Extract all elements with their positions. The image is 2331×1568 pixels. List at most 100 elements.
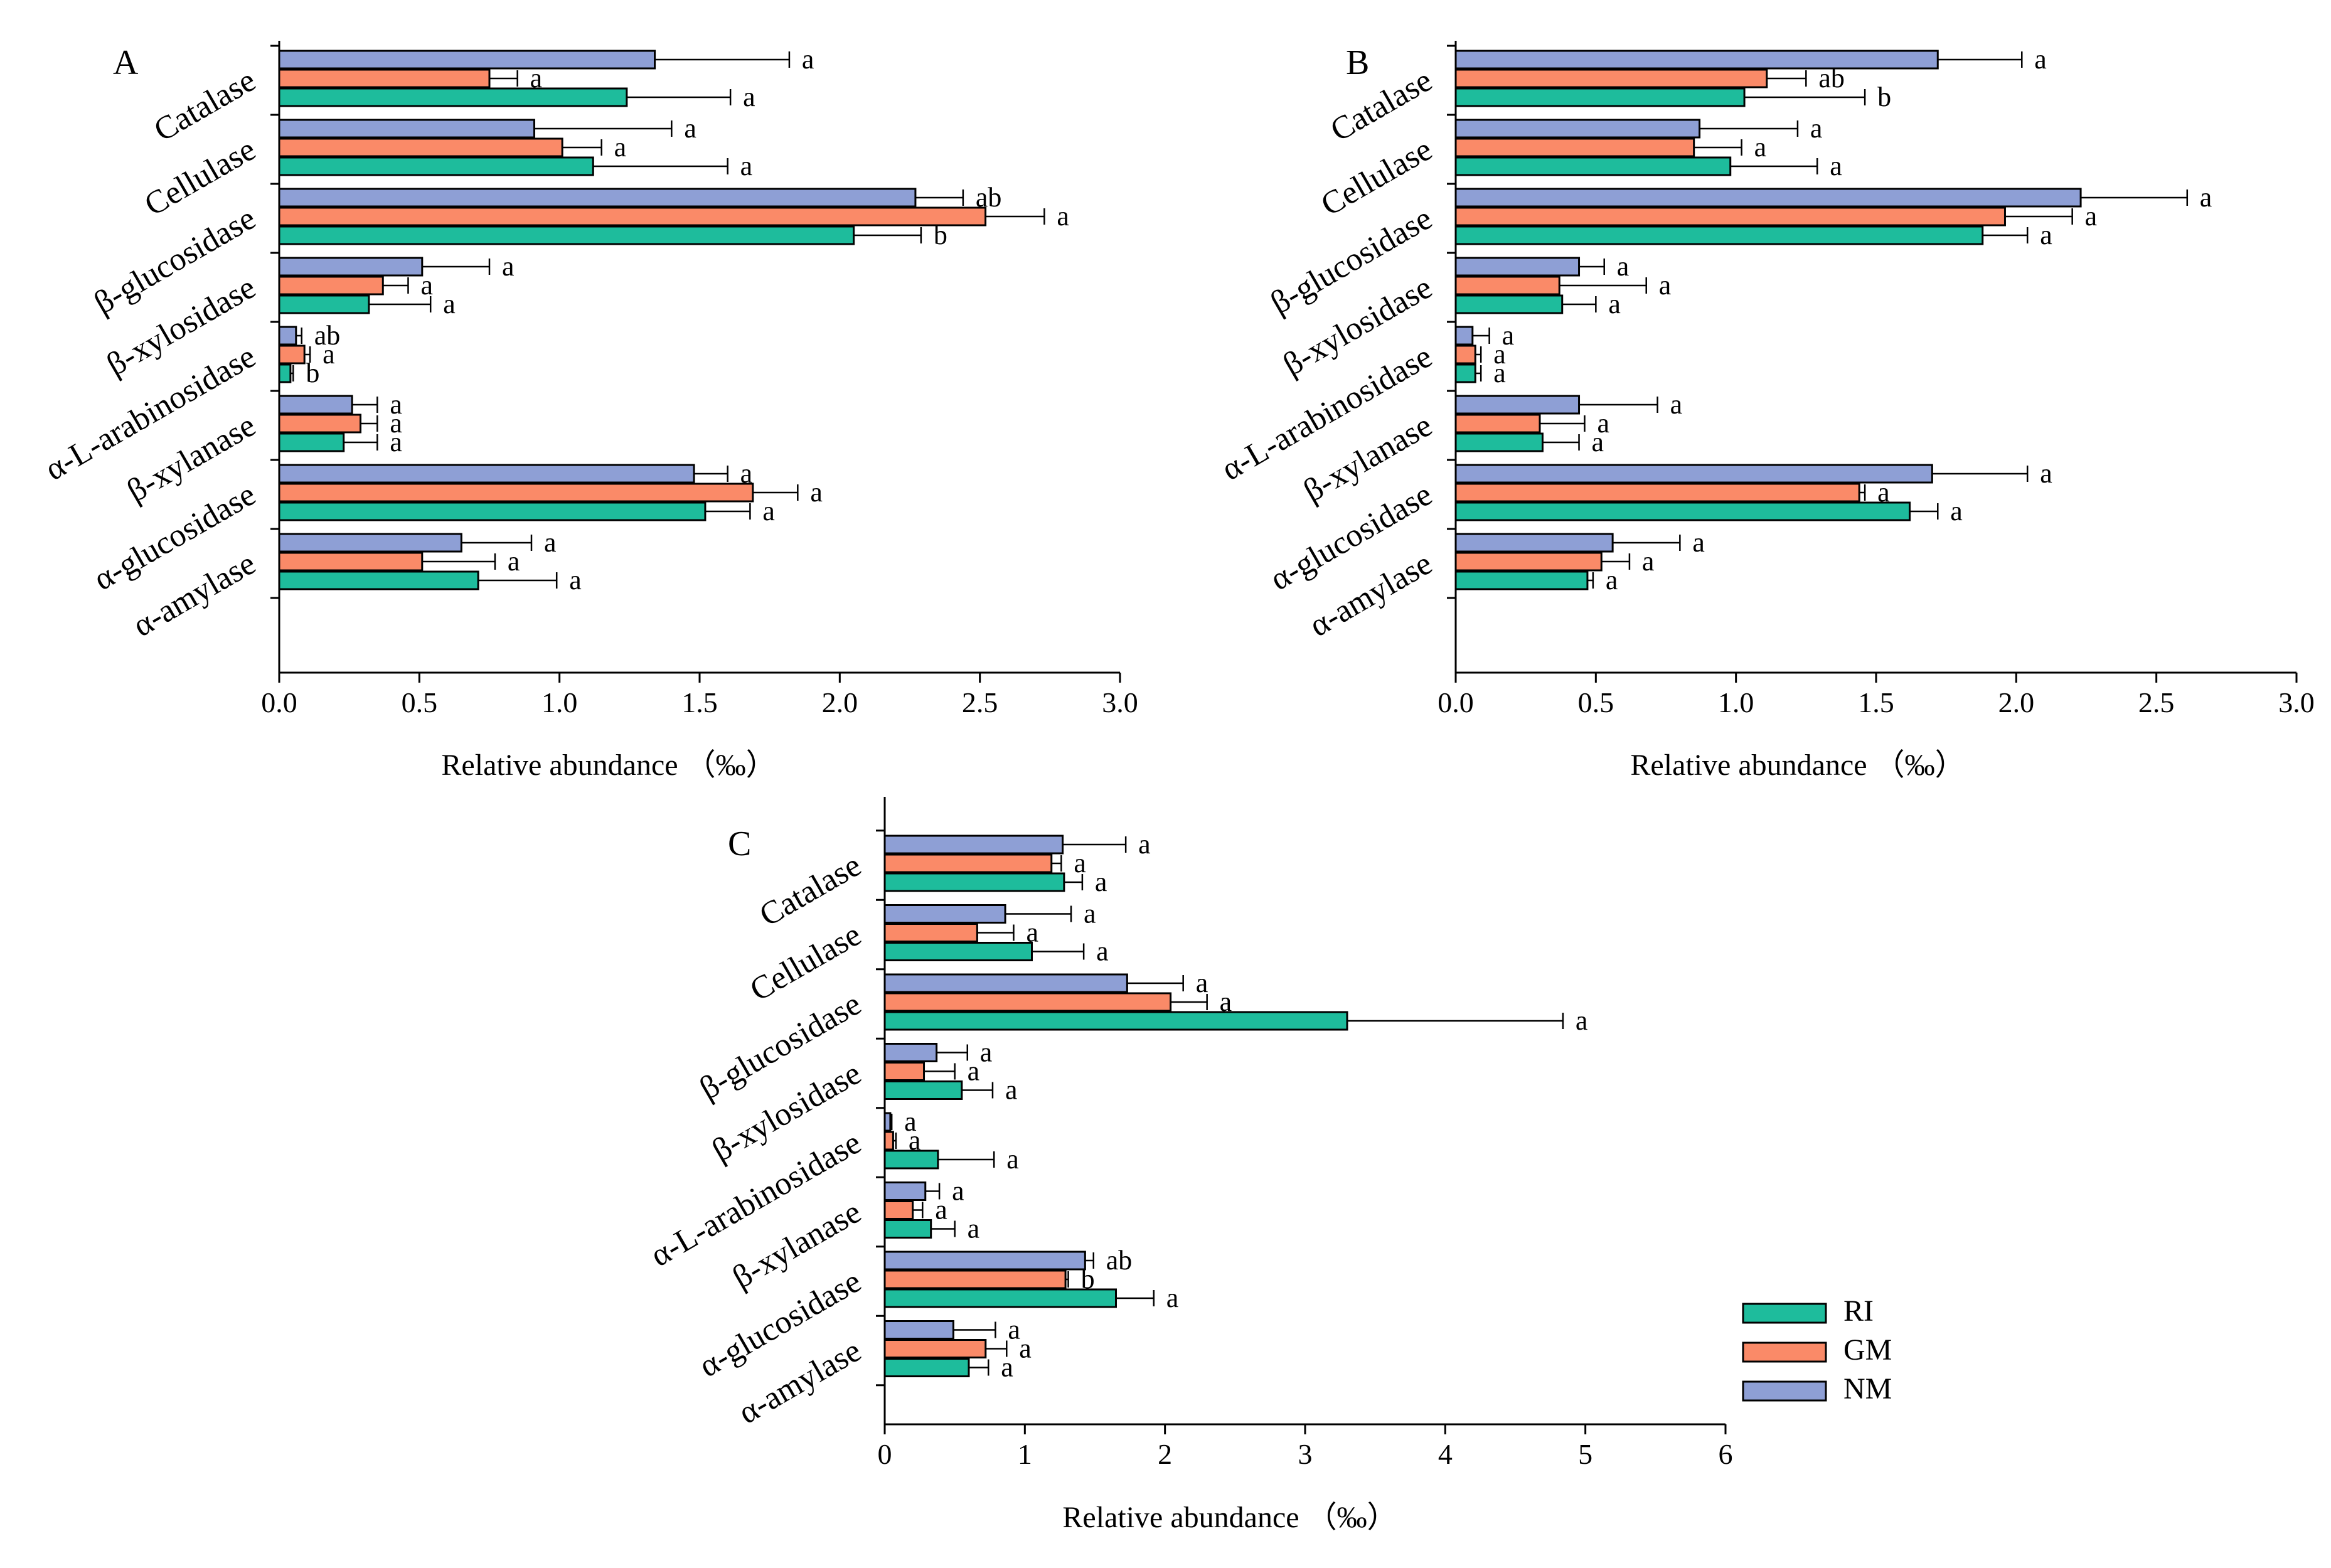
- bar-gm: [1454, 413, 1541, 434]
- significance-label: a: [2040, 458, 2052, 489]
- x-tick-label: 0.5: [402, 686, 438, 718]
- bar-gm: [278, 137, 563, 157]
- significance-label: a: [1608, 289, 1621, 319]
- significance-label: a: [1166, 1283, 1179, 1313]
- significance-label: a: [935, 1195, 947, 1225]
- significance-label: a: [390, 408, 402, 439]
- significance-label: a: [390, 389, 402, 420]
- x-tick-label: 1.0: [541, 686, 578, 718]
- significance-label: a: [2034, 44, 2047, 75]
- panel-a: 0.0 0.5 1.0 1.5 2.0 2.5 3.0 Relative abundance …: [39, 41, 1138, 782]
- bar-nm: [278, 50, 656, 70]
- bar-ri: [278, 156, 594, 176]
- significance-label: a: [1754, 132, 1767, 163]
- panel-letter-b: B: [1346, 43, 1369, 82]
- bar-ri: [1454, 87, 1746, 107]
- bar-nm: [1454, 533, 1614, 553]
- significance-label: a: [1810, 113, 1823, 144]
- significance-label: a: [1502, 320, 1515, 351]
- significance-label: a: [802, 44, 814, 75]
- significance-label: a: [1001, 1352, 1013, 1383]
- bar-gm: [1454, 206, 2006, 227]
- bar-ri: [278, 225, 855, 245]
- significance-label: b: [1877, 82, 1891, 112]
- bar-nm: [883, 1112, 892, 1132]
- x-tick-label: 1.5: [1858, 686, 1894, 718]
- significance-label: a: [810, 477, 823, 508]
- bar-nm: [278, 326, 297, 346]
- significance-label: a: [390, 427, 402, 457]
- bar-gm: [883, 1062, 925, 1081]
- bar-ri: [278, 87, 628, 107]
- bar-nm: [278, 119, 535, 139]
- x-tick-label: 0: [878, 1438, 892, 1470]
- significance-label: b: [1081, 1264, 1095, 1294]
- bar-ri: [883, 1219, 932, 1239]
- bar-gm: [883, 1339, 987, 1358]
- bar-nm: [883, 835, 1064, 855]
- legend-label-gm: GM: [1843, 1333, 1892, 1367]
- significance-label: a: [1096, 936, 1109, 967]
- bar-nm: [883, 1043, 938, 1062]
- x-tick-label: 2.0: [1998, 686, 2035, 718]
- significance-label: a: [1830, 151, 1842, 181]
- significance-label: a: [762, 496, 775, 526]
- significance-label: a: [1617, 251, 1630, 282]
- significance-label: a: [1576, 1005, 1588, 1036]
- bar-ri: [1454, 225, 1984, 245]
- legend-swatch-gm: [1742, 1341, 1827, 1363]
- significance-label: a: [1084, 899, 1096, 929]
- bar-ri: [883, 1011, 1348, 1031]
- bar-gm: [278, 275, 384, 296]
- bar-nm: [278, 257, 424, 277]
- significance-label: a: [909, 1125, 921, 1156]
- bar-ri: [883, 942, 1033, 961]
- significance-label: a: [684, 113, 696, 144]
- bar-gm: [883, 853, 1053, 873]
- significance-label: a: [1057, 201, 1069, 232]
- significance-label: b: [306, 358, 319, 388]
- significance-label: a: [1019, 1333, 1032, 1364]
- legend-swatch-ri: [1742, 1303, 1827, 1324]
- x-tick-label: 3.0: [2278, 686, 2315, 718]
- legend: RI GM NM: [1742, 1294, 1892, 1405]
- bar-nm: [1454, 188, 2082, 208]
- significance-label: a: [968, 1056, 980, 1087]
- x-tick-label: 3: [1298, 1438, 1313, 1470]
- x-tick-label: 2.0: [822, 686, 858, 718]
- x-tick-label: 0.0: [1438, 686, 1474, 718]
- bar-gm: [1454, 137, 1695, 157]
- bar-gm: [278, 483, 754, 503]
- x-tick-label: 2.5: [2138, 686, 2175, 718]
- bar-nm: [278, 188, 917, 208]
- bar-ri: [278, 570, 479, 590]
- bar-nm: [1454, 464, 1933, 484]
- bar-gm: [883, 923, 978, 942]
- bar-ri: [1454, 363, 1476, 383]
- significance-label: a: [323, 339, 335, 370]
- significance-label: a: [1220, 986, 1232, 1017]
- bar-nm: [883, 1320, 954, 1340]
- significance-label: a: [502, 251, 515, 282]
- bar-ri: [1454, 294, 1564, 314]
- bar-gm: [1454, 275, 1560, 296]
- bar-nm: [278, 533, 462, 553]
- bar-ri: [278, 501, 707, 521]
- significance-label: a: [530, 63, 543, 93]
- bar-ri: [278, 363, 292, 383]
- significance-label: a: [1592, 427, 1604, 457]
- bar-ri: [883, 1080, 963, 1100]
- bar-gm: [1454, 483, 1860, 503]
- significance-label: a: [1659, 270, 1672, 301]
- legend-label-ri: RI: [1843, 1294, 1874, 1328]
- significance-label: a: [1493, 358, 1506, 388]
- x-tick-label: 4: [1438, 1438, 1453, 1470]
- significance-label: a: [508, 546, 520, 577]
- significance-label: a: [569, 565, 582, 595]
- bar-gm: [883, 1200, 914, 1220]
- legend-swatch-nm: [1742, 1380, 1827, 1402]
- x-tick-label: 1.0: [1718, 686, 1754, 718]
- x-axis-title: Relative abundance （‰）: [1630, 749, 1965, 782]
- bar-gm: [1454, 552, 1603, 572]
